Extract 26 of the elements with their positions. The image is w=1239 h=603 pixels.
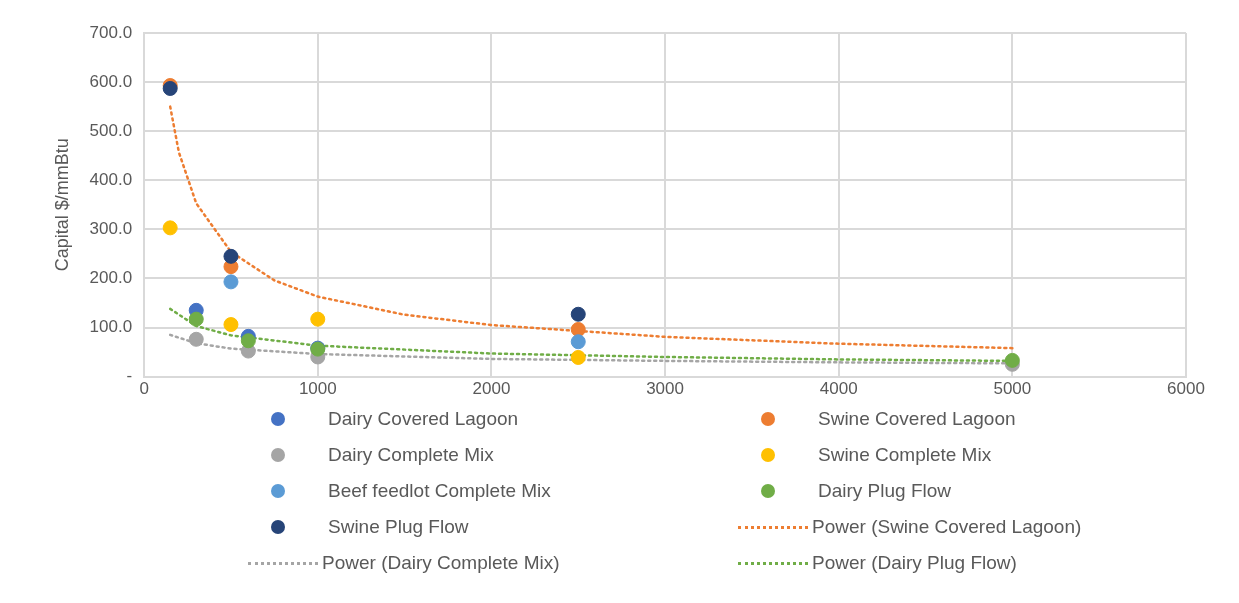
legend-label: Swine Covered Lagoon (818, 408, 1016, 430)
y-tick-label: 100.0 (89, 317, 133, 337)
legend-label: Power (Swine Covered Lagoon) (812, 516, 1082, 538)
x-tick-label: 2000 (472, 379, 511, 399)
y-tick-label: 500.0 (89, 120, 133, 140)
legend-label: Dairy Complete Mix (328, 444, 494, 466)
y-tick-label: - (126, 366, 133, 386)
legend-label: Power (Dairy Complete Mix) (322, 552, 560, 574)
y-tick-label: 700.0 (89, 22, 133, 42)
legend-label: Power (Dairy Plug Flow) (812, 552, 1017, 574)
x-tick-label: 1000 (298, 379, 337, 399)
legend-label: Dairy Covered Lagoon (328, 408, 519, 430)
x-tick-label: 4000 (819, 379, 858, 399)
y-tick-label: 200.0 (89, 268, 133, 288)
y-tick-label: 600.0 (89, 71, 133, 91)
x-tick-label: 0 (139, 379, 149, 399)
legend-label: Beef feedlot Complete Mix (328, 480, 551, 502)
y-tick-label: 300.0 (89, 219, 133, 239)
legend-label: Dairy Plug Flow (818, 480, 952, 502)
y-axis-title: Capital $/mmBtu (51, 138, 72, 272)
y-tick-label: 400.0 (89, 169, 133, 189)
legend-label: Swine Complete Mix (818, 444, 992, 466)
x-tick-label: 3000 (646, 379, 684, 399)
x-tick-label: 5000 (993, 379, 1032, 399)
legend-label: Swine Plug Flow (328, 516, 469, 538)
x-tick-label: 6000 (1167, 379, 1205, 399)
